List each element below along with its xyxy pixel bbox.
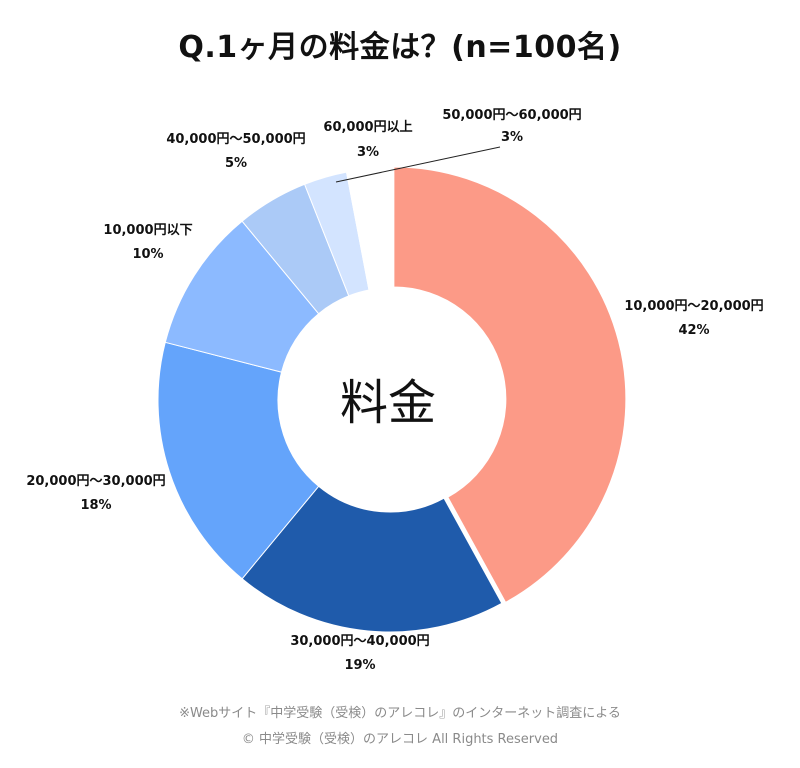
copyright-note: © 中学受験（受検）のアレコレ All Rights Reserved <box>241 732 559 747</box>
slice-labels: 10,000円〜20,000円 42% 30,000円〜40,000円 19% 20,0… <box>26 108 763 673</box>
chart-title: Q.1ヶ月の料金は？(n=100名) <box>178 30 622 65</box>
slice-value-1: 42% <box>678 323 709 338</box>
slice-label-6: 50,000円〜60,000円 <box>442 108 581 123</box>
slice-value-6: 3% <box>501 130 523 145</box>
slice-label-1: 10,000円〜20,000円 <box>624 299 763 314</box>
slice-label-2: 30,000円〜40,000円 <box>290 634 429 649</box>
slice-label-3: 20,000円〜30,000円 <box>26 474 165 489</box>
donut-slice-1 <box>393 166 627 603</box>
center-label: 料金 <box>340 375 436 431</box>
donut-hole <box>278 288 502 512</box>
slice-value-7: 3% <box>357 145 379 160</box>
slice-value-5: 5% <box>225 156 247 171</box>
slice-value-3: 18% <box>80 498 111 513</box>
source-note: ※Webサイト『中学受験（受検）のアレコレ』のインターネット調査による <box>179 706 621 721</box>
leader-line-6 <box>335 146 501 183</box>
donut-slices <box>157 166 627 633</box>
slice-value-2: 19% <box>344 658 375 673</box>
slice-value-4: 10% <box>132 247 163 262</box>
slice-label-5: 40,000円〜50,000円 <box>166 132 305 147</box>
slice-label-7: 60,000円以上 <box>323 120 412 135</box>
slice-label-4: 10,000円以下 <box>103 223 192 238</box>
